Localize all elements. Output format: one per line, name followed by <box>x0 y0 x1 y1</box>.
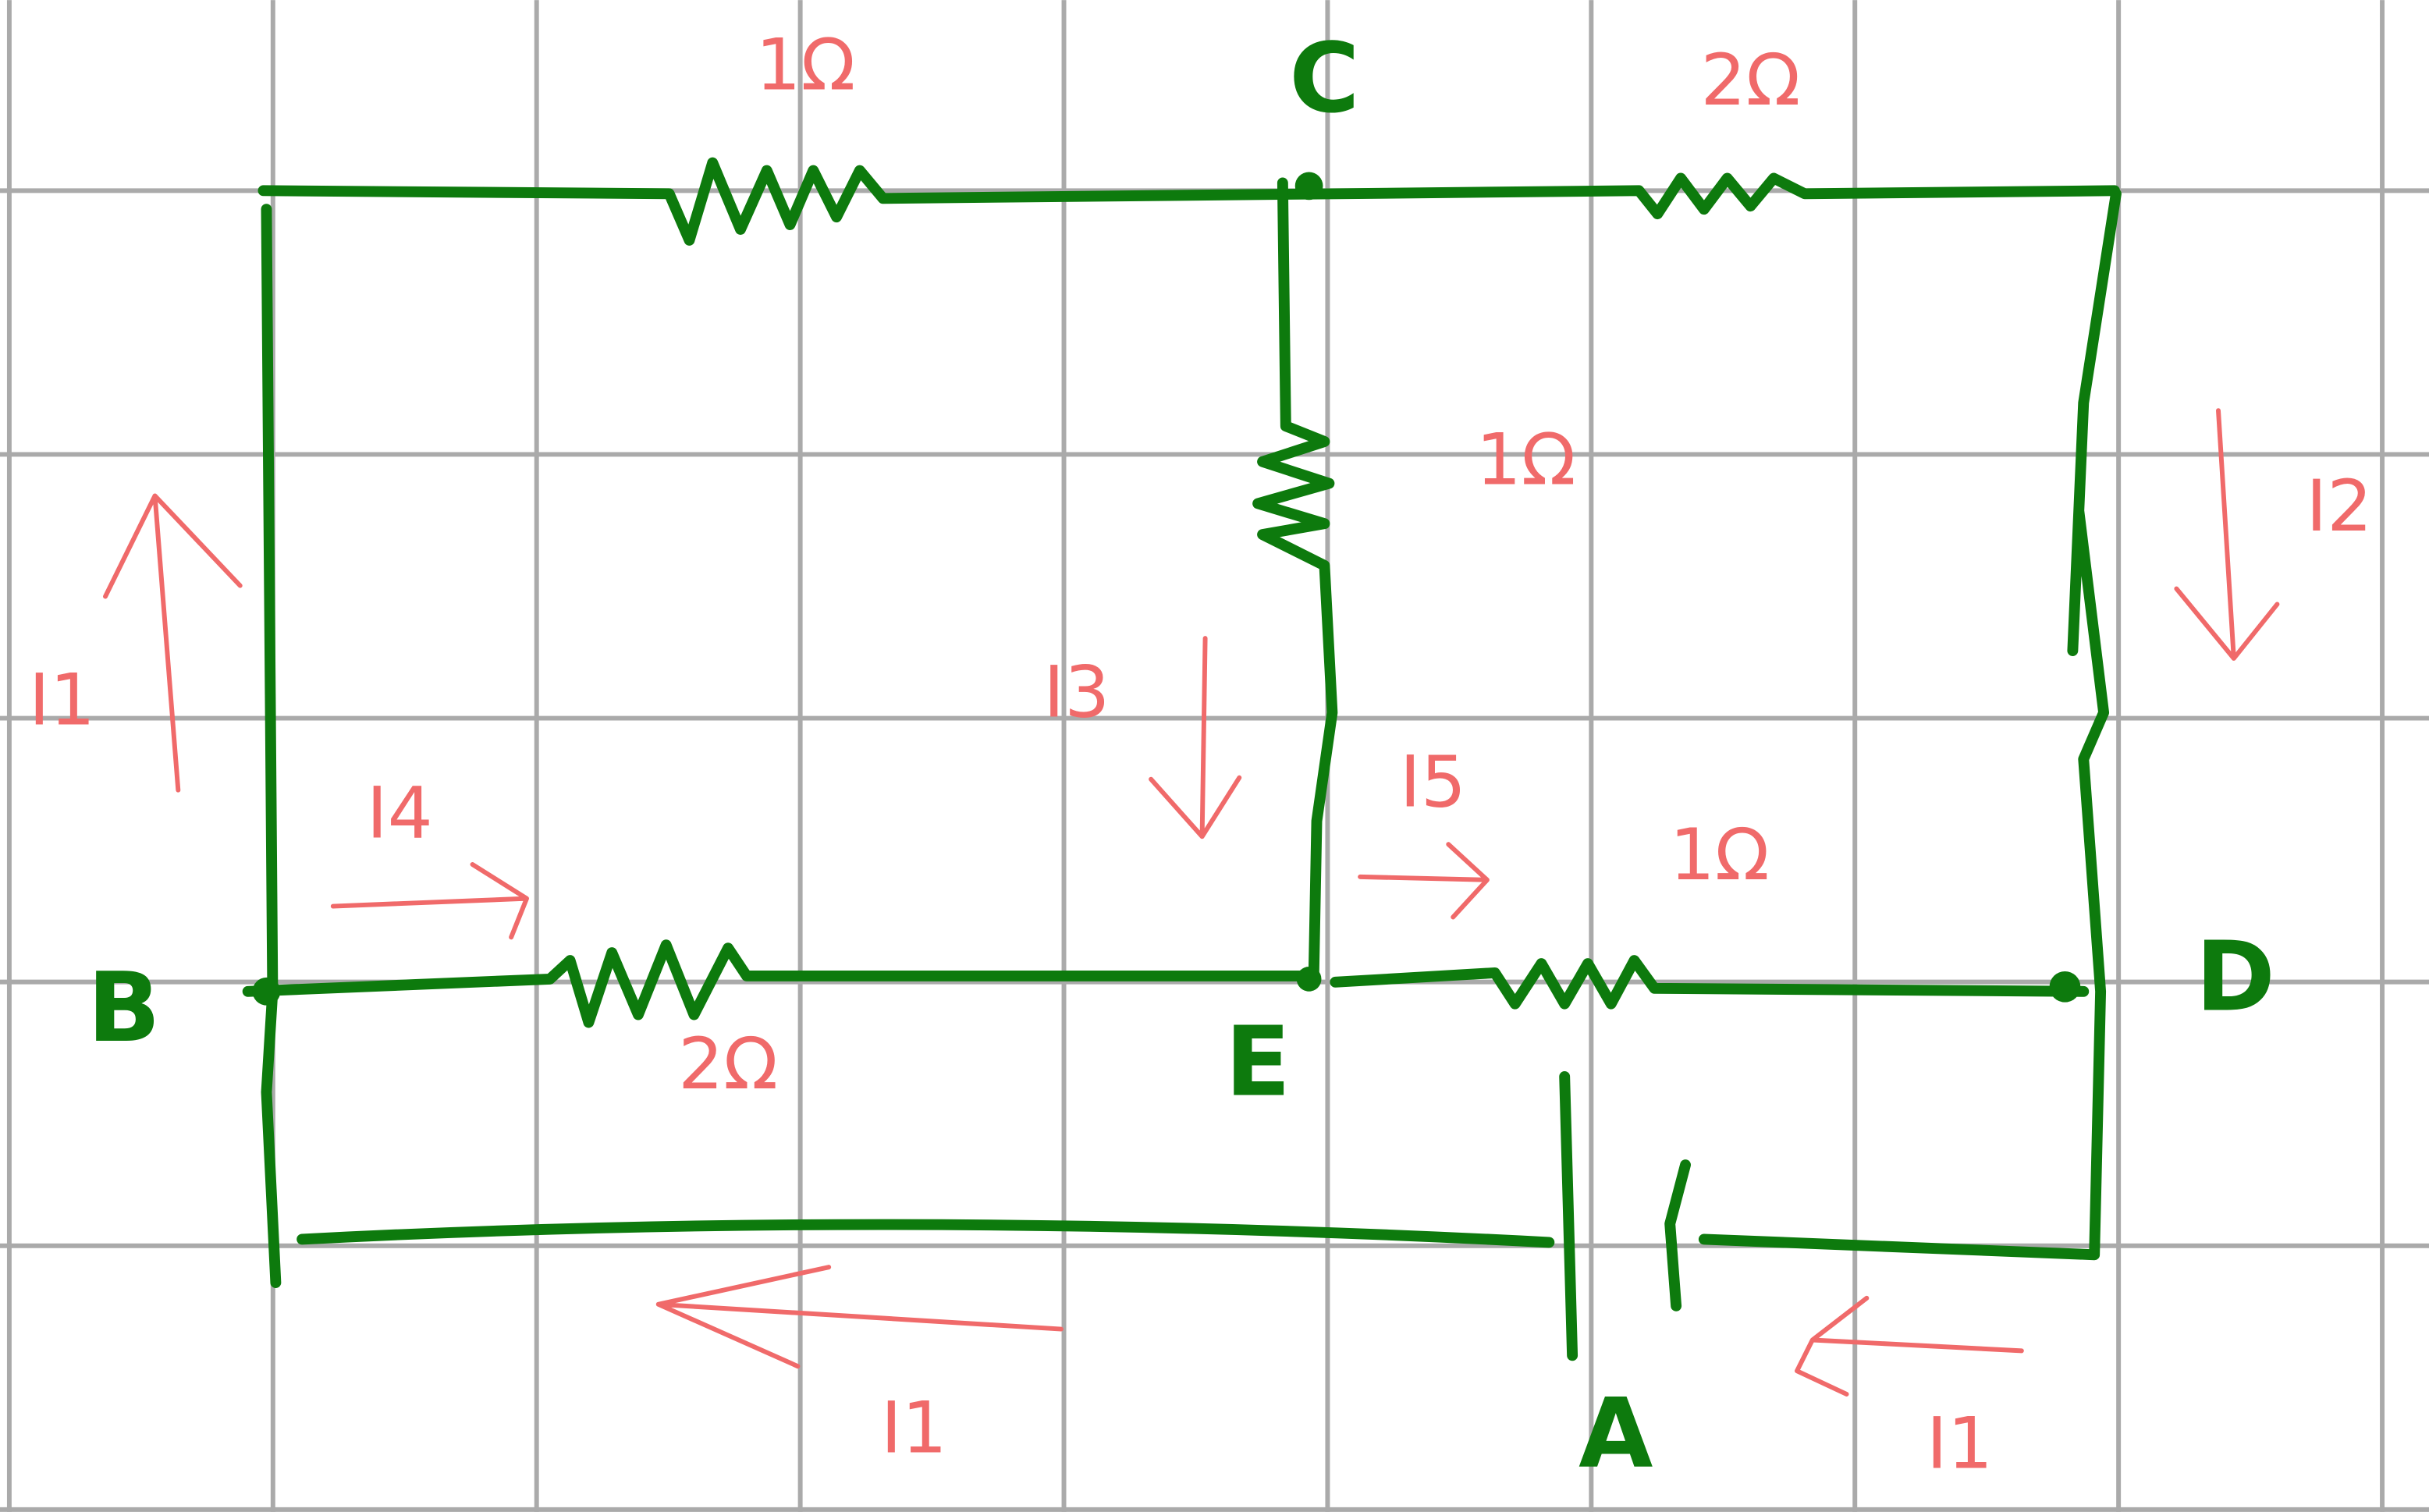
junction <box>253 978 281 1006</box>
resistor-label: 1Ω <box>1670 813 1770 896</box>
battery-long-plate <box>1564 1077 1572 1355</box>
wires <box>248 163 2116 1356</box>
circuit-diagram: 1Ω 2Ω 1Ω 1Ω 2Ω I1 I2 I3 I4 I5 I1 I1 C B … <box>0 0 2429 1512</box>
resistor-label: 1Ω <box>1476 418 1576 502</box>
current-arrow <box>333 864 527 937</box>
current-label: I1 <box>1927 1401 1993 1485</box>
grid <box>0 0 2429 1512</box>
current-arrow <box>1797 1298 2022 1394</box>
current-arrow <box>2176 410 2277 658</box>
current-label: I5 <box>1400 740 1466 824</box>
top-wire <box>264 163 2115 240</box>
node-label: B <box>87 953 161 1064</box>
node-label: D <box>2196 922 2275 1034</box>
current-arrow <box>1151 638 1239 836</box>
junction <box>1295 172 1323 201</box>
bottom-wire <box>302 1225 1549 1243</box>
current-label: I1 <box>881 1386 947 1469</box>
node-label: A <box>1578 1379 1653 1490</box>
battery-short-plate <box>1670 1165 1685 1306</box>
current-arrow <box>105 495 240 790</box>
current-label: I1 <box>29 658 95 741</box>
current-arrow <box>659 1267 1061 1366</box>
middle-vertical-wire <box>1258 183 1332 981</box>
resistor-label: 2Ω <box>1700 38 1800 122</box>
labels: 1Ω 2Ω 1Ω 1Ω 2Ω I1 I2 I3 I4 I5 I1 I1 C B … <box>29 23 2372 1490</box>
node-label: C <box>1289 23 1359 135</box>
resistor-label: 2Ω <box>678 1022 778 1106</box>
junction <box>2050 971 2081 1003</box>
node-label: E <box>1225 1007 1291 1119</box>
resistor-label: 1Ω <box>755 23 855 106</box>
current-label: I4 <box>367 771 433 854</box>
current-arrow <box>1360 844 1487 917</box>
current-label: I2 <box>2306 464 2372 548</box>
junction <box>1297 967 1322 992</box>
right-wire <box>1704 193 2116 1255</box>
current-label: I3 <box>1043 650 1110 733</box>
